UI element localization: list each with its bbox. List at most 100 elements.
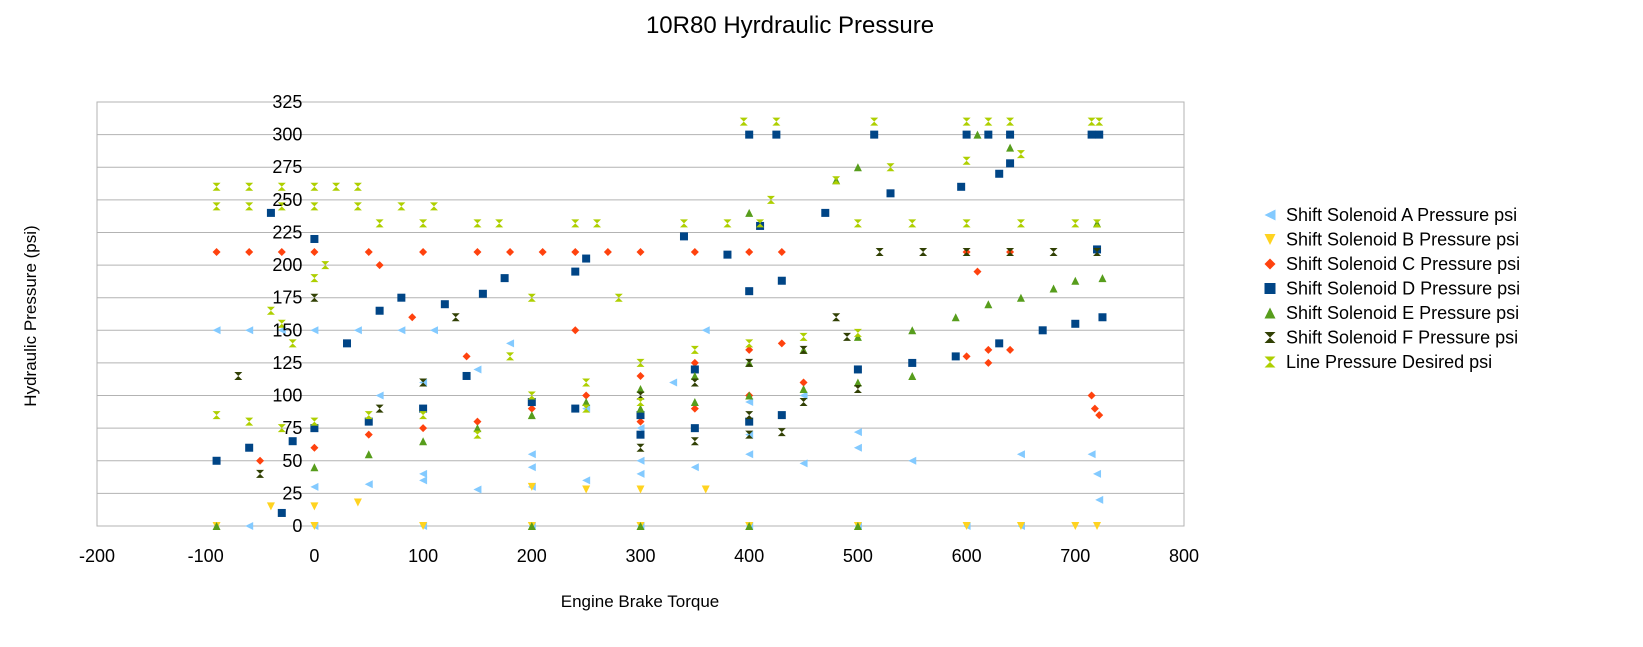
data-point (277, 326, 286, 335)
data-point (310, 182, 319, 191)
data-point (756, 219, 765, 228)
data-point (875, 248, 884, 257)
data-point (1016, 450, 1025, 459)
data-point (245, 417, 254, 426)
data-point (538, 248, 547, 257)
data-point (375, 391, 384, 400)
data-point (527, 522, 536, 530)
data-point (1087, 117, 1096, 126)
legend: Shift Solenoid A Pressure psi Shift Solen… (1264, 205, 1520, 372)
data-point (853, 163, 862, 172)
data-point (799, 378, 808, 387)
data-point (745, 417, 754, 426)
data-point (853, 378, 862, 387)
data-point (310, 293, 319, 302)
data-point (288, 339, 297, 348)
y-tick-label: 200 (272, 255, 302, 275)
data-point (506, 339, 515, 348)
data-point (277, 319, 286, 328)
data-point (1093, 219, 1102, 228)
data-point (603, 248, 612, 257)
data-point (1006, 159, 1015, 168)
data-point (766, 195, 775, 204)
data-point (419, 411, 428, 420)
data-point (582, 485, 591, 494)
data-point (745, 287, 754, 296)
data-point (212, 202, 221, 211)
data-point (962, 117, 971, 126)
x-axis-title: Engine Brake Torque (561, 592, 719, 611)
data-point (527, 482, 536, 491)
data-marks (212, 117, 1107, 530)
x-tick-label: 600 (952, 546, 982, 566)
data-point (582, 476, 591, 485)
data-point (1087, 130, 1096, 139)
data-point (962, 522, 971, 530)
series-3 (212, 248, 1104, 465)
data-point (212, 456, 221, 465)
data-point (375, 404, 384, 413)
data-point (310, 326, 319, 335)
data-point (1098, 313, 1107, 322)
y-tick-label: 150 (272, 320, 302, 340)
data-point (1006, 130, 1015, 139)
x-tick-label: 400 (734, 546, 764, 566)
data-point (364, 411, 373, 420)
data-point (690, 437, 699, 446)
data-point (636, 430, 645, 439)
data-point (799, 459, 808, 468)
data-point (473, 417, 482, 426)
data-point (212, 248, 221, 257)
data-point (690, 358, 699, 367)
data-point (478, 289, 487, 298)
data-point (799, 345, 808, 354)
data-point (375, 261, 384, 270)
data-point (419, 476, 428, 485)
data-point (701, 326, 710, 335)
legend-marker (1264, 258, 1276, 270)
data-point (582, 398, 591, 407)
series-2 (212, 482, 1102, 530)
data-point (266, 502, 275, 511)
data-point (951, 313, 960, 322)
data-point (277, 202, 286, 211)
data-point (908, 326, 917, 335)
data-point (636, 404, 645, 413)
data-point (245, 522, 254, 530)
data-point (984, 345, 993, 354)
data-point (1016, 522, 1025, 530)
data-point (799, 385, 808, 394)
data-point (870, 130, 879, 139)
legend-marker (1264, 332, 1276, 343)
data-point (310, 248, 319, 257)
data-point (1071, 522, 1080, 530)
data-point (364, 248, 373, 257)
data-point (364, 480, 373, 489)
legend-marker (1264, 234, 1276, 245)
data-point (1038, 326, 1047, 335)
data-point (636, 391, 645, 400)
data-point (701, 485, 710, 494)
data-point (957, 182, 966, 191)
data-point (962, 156, 971, 165)
data-point (310, 234, 319, 243)
data-point (853, 328, 862, 337)
legend-label: Shift Solenoid E Pressure psi (1286, 303, 1519, 323)
data-point (636, 443, 645, 452)
data-point (582, 254, 591, 263)
data-point (984, 358, 993, 367)
data-point (870, 117, 879, 126)
data-point (1090, 404, 1099, 413)
data-point (451, 313, 460, 322)
data-point (473, 248, 482, 257)
data-point (1071, 319, 1080, 328)
data-point (1071, 276, 1080, 285)
data-point (419, 378, 428, 387)
data-point (527, 411, 536, 420)
x-tick-label: -200 (79, 546, 115, 566)
data-point (419, 248, 428, 257)
legend-marker (1264, 356, 1276, 368)
data-point (636, 417, 645, 426)
data-point (636, 424, 645, 433)
